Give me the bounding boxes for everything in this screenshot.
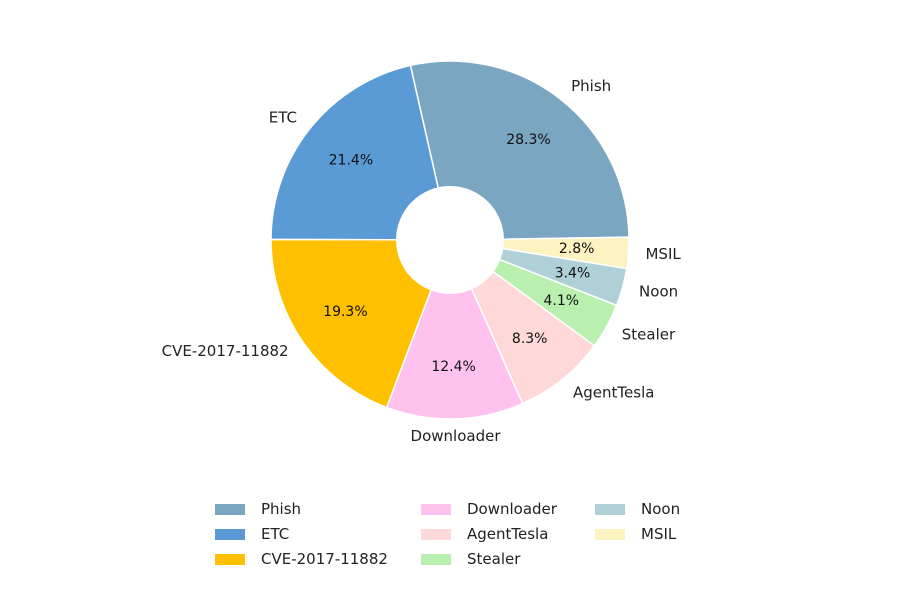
legend-swatch (421, 553, 451, 565)
legend-item: Phish (215, 498, 301, 520)
slice-agenttesla (448, 237, 596, 405)
legend-label: Noon (641, 500, 681, 518)
legend: Phish ETC CVE-2017-11882 Downloader AgentTes… (215, 498, 735, 578)
legend-label: ETC (261, 525, 290, 543)
percent-label: 12.4% (431, 359, 475, 375)
category-label: ETC (269, 108, 297, 126)
category-label: AgentTesla (573, 384, 654, 402)
percent-label: 4.1% (544, 293, 580, 309)
category-labels: Phish ETC CVE-2017-11882 Downloader AgentTes… (162, 77, 682, 445)
percent-label: 21.4% (329, 153, 373, 169)
percent-label: 28.3% (506, 132, 550, 148)
legend-item: MSIL (595, 523, 676, 545)
category-label: Downloader (411, 427, 502, 445)
legend-item: Noon (595, 498, 680, 520)
category-label: Noon (639, 283, 678, 301)
percent-labels: 28.3% 21.4% 19.3% 12.4% 8.3% 4.1% 3.4% 2.8% (323, 132, 594, 375)
percent-label: 3.4% (555, 266, 591, 282)
legend-swatch (215, 528, 245, 540)
percent-label: 19.3% (323, 304, 367, 320)
legend-swatch (215, 553, 245, 565)
legend-swatch (421, 528, 451, 540)
legend-swatch (215, 503, 245, 515)
category-label: Stealer (622, 325, 676, 343)
slice-downloader (385, 238, 524, 420)
legend-label: Downloader (467, 500, 557, 518)
percent-label: 8.3% (512, 331, 548, 347)
category-label: Phish (571, 77, 611, 95)
legend-label: CVE-2017-11882 (261, 550, 388, 568)
legend-label: AgentTesla (467, 525, 549, 543)
slice-etc (270, 64, 451, 241)
legend-label: Stealer (467, 550, 521, 568)
legend-item: Downloader (421, 498, 557, 520)
legend-label: Phish (261, 500, 302, 518)
legend-swatch (595, 528, 625, 540)
slice-cve-2017-11882 (270, 238, 452, 409)
legend-item: Stealer (421, 548, 520, 570)
donut-hole (396, 186, 504, 294)
legend-item: ETC (215, 523, 289, 545)
legend-item: AgentTesla (421, 523, 548, 545)
category-label: MSIL (645, 245, 681, 263)
percent-label: 2.8% (559, 241, 595, 257)
legend-item: CVE-2017-11882 (215, 548, 388, 570)
legend-label: MSIL (641, 525, 677, 543)
category-label: CVE-2017-11882 (162, 342, 289, 360)
legend-swatch (421, 503, 451, 515)
legend-swatch (595, 503, 625, 515)
